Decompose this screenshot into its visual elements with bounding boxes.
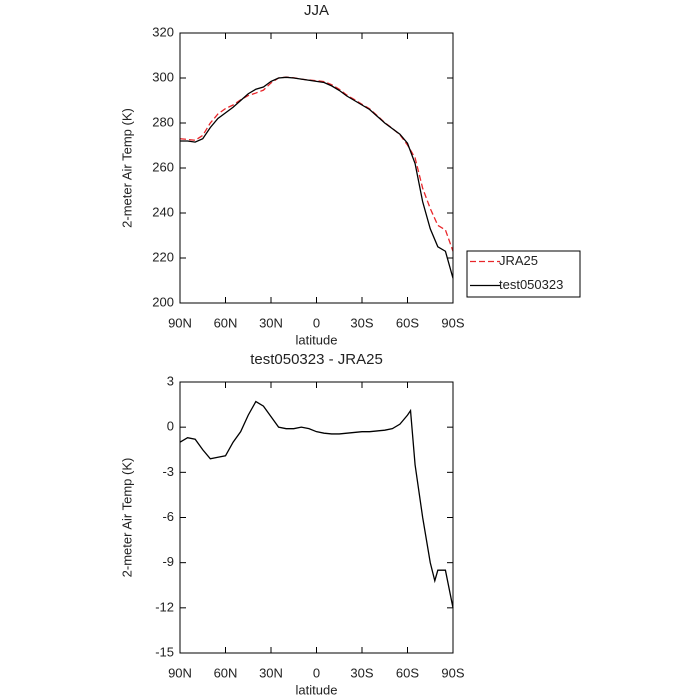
x-axis-label: latitude <box>296 332 338 347</box>
y-tick-label: -6 <box>162 509 174 524</box>
plot-frame <box>179 381 454 654</box>
x-tick-label: 60S <box>396 315 419 330</box>
y-tick-label: 200 <box>152 294 174 309</box>
y-axis-label: 2-meter Air Temp (K) <box>119 458 134 578</box>
data-line <box>179 76 454 252</box>
x-tick-label: 30S <box>350 315 373 330</box>
x-tick-label: 30N <box>259 315 283 330</box>
plot-frame <box>179 32 454 304</box>
y-tick-label: 300 <box>152 69 174 84</box>
chart-title: JJA <box>304 2 329 19</box>
x-tick-label: 30N <box>259 665 283 680</box>
x-tick-label: 0 <box>313 315 320 330</box>
y-tick-label: 280 <box>152 114 174 129</box>
x-tick-label: 60S <box>396 665 419 680</box>
x-tick-label: 0 <box>313 665 320 680</box>
y-tick-label: 240 <box>152 204 174 219</box>
x-tick-label: 60N <box>214 315 238 330</box>
x-tick-label: 90N <box>168 665 192 680</box>
x-tick-label: 60N <box>214 665 238 680</box>
legend-label: JRA25 <box>499 253 538 268</box>
y-tick-label: -12 <box>155 599 174 614</box>
y-tick-label: -3 <box>162 464 174 479</box>
x-tick-label: 90N <box>168 315 192 330</box>
y-tick-label: 220 <box>152 249 174 264</box>
x-tick-label: 30S <box>350 665 373 680</box>
chart-title: test050323 - JRA25 <box>250 351 383 368</box>
legend-box <box>466 250 581 298</box>
x-axis-label: latitude <box>296 682 338 697</box>
y-tick-label: 260 <box>152 159 174 174</box>
data-line <box>179 400 454 608</box>
data-line <box>180 76 454 279</box>
y-axis-label: 2-meter Air Temp (K) <box>119 108 134 228</box>
y-tick-label: 0 <box>167 419 174 434</box>
y-tick-label: 320 <box>152 24 174 39</box>
y-tick-label: -15 <box>155 644 174 659</box>
x-tick-label: 90S <box>441 315 464 330</box>
y-tick-label: 3 <box>167 373 174 388</box>
x-tick-label: 90S <box>441 665 464 680</box>
legend-label: test050323 <box>499 277 563 292</box>
y-tick-label: -9 <box>162 554 174 569</box>
